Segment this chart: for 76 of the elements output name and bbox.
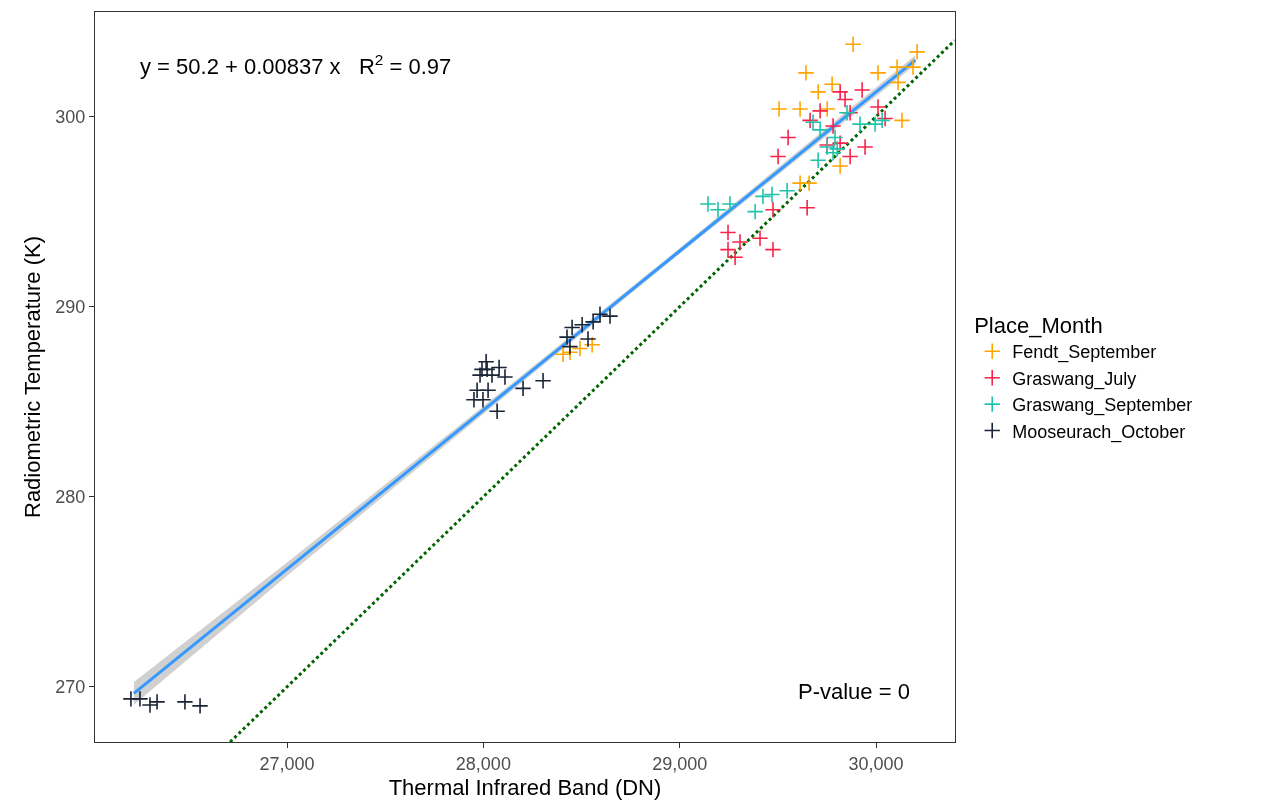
- point: [764, 201, 782, 219]
- point: [719, 224, 737, 242]
- y-tick-label: 280: [55, 487, 86, 508]
- point: [191, 697, 209, 715]
- y-axis-title: Radiometric Temperature (K): [20, 235, 46, 519]
- point: [797, 64, 815, 82]
- point: [856, 138, 874, 156]
- point: [554, 345, 572, 363]
- point: [893, 111, 911, 129]
- point: [514, 379, 532, 397]
- point: [866, 115, 884, 133]
- point: [477, 353, 495, 371]
- point: [479, 381, 497, 399]
- x-tick-label: 30,000: [848, 753, 904, 774]
- point: [751, 229, 769, 247]
- point: [824, 117, 842, 135]
- y-tick-label: 270: [55, 677, 86, 698]
- legend-title: Place_Month: [974, 313, 1103, 339]
- x-tick-label: 27,000: [259, 753, 315, 774]
- x-tick-label: 28,000: [455, 753, 511, 774]
- point: [809, 151, 827, 169]
- y-tick-label: 300: [55, 106, 86, 127]
- annotation: y = 50.2 + 0.00837 x R$^{2}$ = 0.97: [140, 51, 452, 80]
- point: [869, 98, 887, 116]
- point: [811, 102, 829, 120]
- point: [148, 693, 166, 711]
- point: [591, 305, 609, 323]
- point: [764, 241, 782, 259]
- annotation: P-value = 0: [798, 679, 910, 704]
- point: [844, 35, 862, 53]
- point: [721, 195, 739, 213]
- point: [888, 58, 906, 76]
- y-tick-label: 290: [55, 296, 86, 317]
- point: [731, 233, 749, 251]
- point: [841, 147, 859, 165]
- legend-label: Mooseurach_October: [1012, 421, 1186, 443]
- point: [831, 157, 849, 175]
- x-axis-title: Thermal Infrared Band (DN): [388, 774, 662, 800]
- point: [770, 100, 788, 118]
- point: [583, 336, 601, 354]
- point: [558, 328, 576, 346]
- legend-label: Graswang_July: [1012, 368, 1137, 390]
- x-tick-label: 29,000: [652, 753, 708, 774]
- point: [869, 64, 887, 82]
- point: [889, 73, 907, 91]
- point: [176, 693, 194, 711]
- point: [779, 128, 797, 146]
- point: [809, 83, 827, 101]
- point: [746, 203, 764, 221]
- point: [571, 339, 589, 357]
- point: [826, 128, 844, 146]
- point: [823, 75, 841, 93]
- point: [831, 134, 849, 152]
- point: [488, 402, 506, 420]
- point: [584, 313, 602, 331]
- point: [904, 58, 922, 76]
- point: [791, 100, 809, 118]
- point: [579, 330, 597, 348]
- point: [798, 199, 816, 217]
- point: [851, 115, 869, 133]
- point: [601, 307, 619, 325]
- point: [754, 187, 772, 205]
- point: [534, 372, 552, 390]
- point: [763, 186, 781, 203]
- point: [800, 174, 818, 192]
- point: [769, 147, 787, 165]
- point: [778, 182, 796, 200]
- legend-label: Fendt_September: [1012, 342, 1157, 364]
- point: [563, 319, 581, 337]
- point: [908, 43, 926, 61]
- point: [573, 316, 591, 334]
- point: [828, 140, 846, 158]
- point: [561, 338, 579, 356]
- point: [853, 81, 871, 99]
- legend-label: Graswang_September: [1012, 395, 1193, 417]
- point: [818, 100, 836, 118]
